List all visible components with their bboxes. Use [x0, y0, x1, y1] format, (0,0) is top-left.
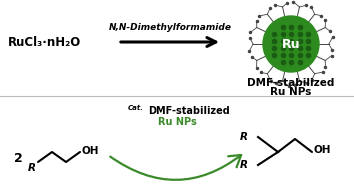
Text: R: R: [240, 132, 248, 142]
Text: R: R: [240, 160, 248, 170]
Text: Ru NPs: Ru NPs: [158, 117, 196, 127]
Text: RuCl₃·nH₂O: RuCl₃·nH₂O: [8, 36, 81, 49]
Text: R: R: [28, 163, 36, 173]
Text: OH: OH: [314, 145, 331, 155]
Text: Cat.: Cat.: [128, 105, 144, 111]
Text: Ru: Ru: [282, 37, 300, 50]
Text: 2: 2: [14, 152, 23, 164]
Text: DMF-stabilized: DMF-stabilized: [148, 106, 230, 116]
FancyArrowPatch shape: [110, 155, 241, 180]
Circle shape: [263, 16, 319, 72]
Text: OH: OH: [82, 146, 99, 156]
Text: DMF-stabilized: DMF-stabilized: [247, 78, 335, 88]
Text: Ru NPs: Ru NPs: [270, 87, 312, 97]
Text: N,N-Dimethylformamide: N,N-Dimethylformamide: [108, 22, 232, 32]
